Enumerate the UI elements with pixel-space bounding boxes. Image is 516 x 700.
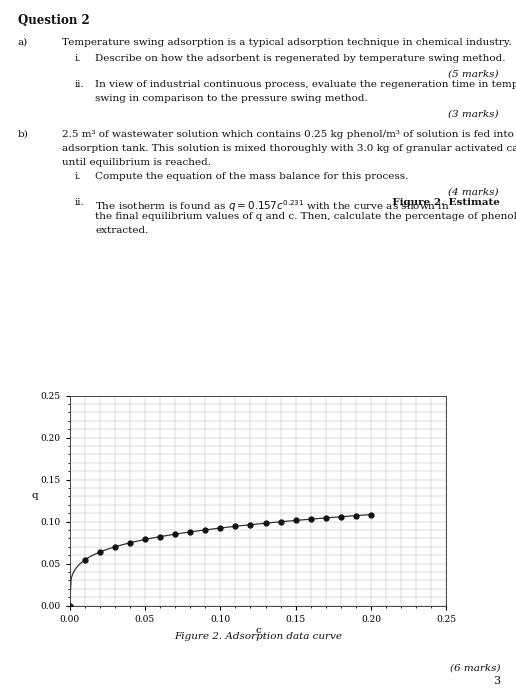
Text: i.: i. xyxy=(75,54,82,63)
Text: (3 marks): (3 marks) xyxy=(447,110,498,119)
Text: swing in comparison to the pressure swing method.: swing in comparison to the pressure swin… xyxy=(95,94,368,103)
Text: Compute the equation of the mass balance for this process.: Compute the equation of the mass balance… xyxy=(95,172,408,181)
Text: Temperature swing adsorption is a typical adsorption technique in chemical indus: Temperature swing adsorption is a typica… xyxy=(62,38,512,47)
Text: Describe on how the adsorbent is regenerated by temperature swing method.: Describe on how the adsorbent is regener… xyxy=(95,54,506,63)
Text: until equilibrium is reached.: until equilibrium is reached. xyxy=(62,158,211,167)
Text: ii.: ii. xyxy=(75,198,85,207)
Text: extracted.: extracted. xyxy=(95,226,149,235)
Text: (5 marks): (5 marks) xyxy=(447,70,498,79)
Text: i.: i. xyxy=(75,172,82,181)
X-axis label: c: c xyxy=(255,626,261,636)
Text: adsorption tank. This solution is mixed thoroughly with 3.0 kg of granular activ: adsorption tank. This solution is mixed … xyxy=(62,144,516,153)
Y-axis label: q: q xyxy=(31,491,38,500)
Text: b): b) xyxy=(18,130,29,139)
Text: In view of industrial continuous process, evaluate the regeneration time in temp: In view of industrial continuous process… xyxy=(95,80,516,89)
Text: 2.5 m³ of wastewater solution which contains 0.25 kg phenol/m³ of solution is fe: 2.5 m³ of wastewater solution which cont… xyxy=(62,130,516,139)
Text: Figure 2. Estimate: Figure 2. Estimate xyxy=(95,198,500,207)
Text: (6 marks): (6 marks) xyxy=(450,664,501,673)
Text: The isotherm is found as $q = 0.157c^{0.231}$ with the curve as shown in: The isotherm is found as $q = 0.157c^{0.… xyxy=(95,198,450,214)
Text: Question 2: Question 2 xyxy=(18,14,90,27)
Text: ii.: ii. xyxy=(75,80,85,89)
Text: the final equilibrium values of q and c. Then, calculate the percentage of pheno: the final equilibrium values of q and c.… xyxy=(95,212,516,221)
Text: (4 marks): (4 marks) xyxy=(447,188,498,197)
Text: 3: 3 xyxy=(493,676,501,686)
Text: a): a) xyxy=(18,38,28,47)
Text: Figure 2. Adsorption data curve: Figure 2. Adsorption data curve xyxy=(174,632,342,641)
